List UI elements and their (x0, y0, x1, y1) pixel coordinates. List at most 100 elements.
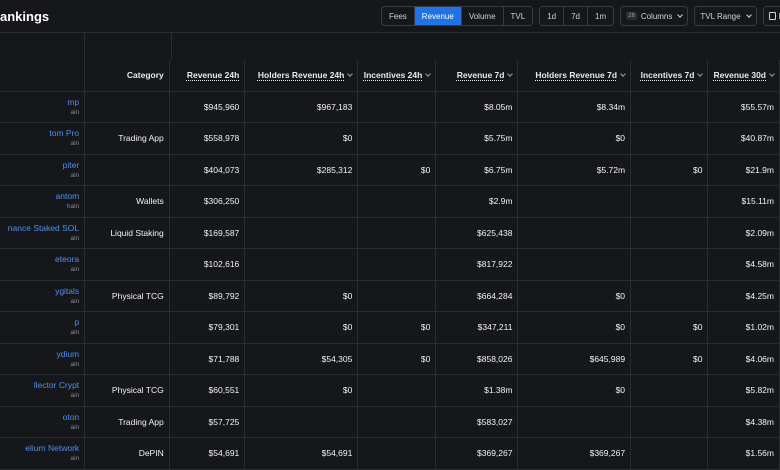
protocol-name-link[interactable]: mp (67, 96, 80, 107)
protocol-cell[interactable]: mp ain (0, 91, 86, 123)
value-cell-inc24 (357, 406, 437, 438)
protocol-chain: ain (70, 297, 80, 305)
value-cell-inc24 (357, 437, 437, 470)
table-row: tom Pro ain Trading App $558,978 $0 $5.75m $0 $… (0, 122, 780, 155)
category-cell[interactable]: Liquid Staking (84, 217, 170, 249)
period-1d[interactable]: 1d (540, 7, 565, 25)
category-cell[interactable]: Wallets (84, 185, 170, 218)
value-cell-rev30: $21.9m (707, 154, 780, 186)
table-row: piter ain $404,073 $285,312 $0 $6.75m $5.72m $0… (0, 154, 780, 186)
chevron-down-icon (697, 71, 704, 78)
value-cell-hold7 (517, 406, 632, 438)
tvl-range-button[interactable]: TVL Range (694, 6, 757, 26)
protocol-cell[interactable]: oton ain (0, 406, 86, 438)
columns-button[interactable]: 26 Columns (620, 6, 689, 26)
protocol-cell[interactable]: ydium ain (0, 343, 86, 375)
value-cell-rev24: $306,250 (169, 185, 246, 218)
protocol-cell[interactable]: p ain (0, 311, 86, 344)
chevron-down-icon (620, 71, 626, 78)
protocol-name-link[interactable]: tom Pro (49, 128, 80, 139)
value-cell-inc7 (630, 437, 709, 470)
protocol-chain: ain (70, 108, 80, 116)
table-row: mp ain $945,960 $967,183 $8.05m $8.34m $55.57m (0, 91, 780, 123)
value-cell-hold24 (244, 248, 359, 281)
category-cell[interactable]: Trading App (84, 122, 170, 155)
tab-tvl[interactable]: TVL (510, 11, 526, 21)
value-cell-inc24: $0 (357, 343, 437, 375)
value-cell-rev24: $558,978 (169, 122, 246, 155)
header-holders-revenue-7d[interactable]: Holders Revenue 7d (517, 60, 632, 92)
value-cell-hold24: $54,305 (244, 343, 359, 375)
value-cell-hold24: $0 (244, 280, 359, 312)
value-cell-hold24 (244, 185, 359, 218)
chevron-down-icon (769, 71, 775, 78)
table-row: p ain $79,301 $0 $0 $347,211 $0 $0 $1.02m (0, 311, 780, 344)
value-cell-rev24: $57,725 (169, 406, 246, 438)
protocol-cell[interactable]: elium Network ain (0, 437, 86, 470)
header-incentives-7d[interactable]: Incentives 7d (630, 60, 709, 92)
download-button[interactable]: D (762, 6, 780, 26)
value-cell-inc24 (357, 185, 437, 218)
category-cell[interactable] (84, 343, 170, 375)
period-7d[interactable]: 7d (564, 7, 588, 25)
value-cell-rev24: $945,960 (169, 91, 246, 123)
value-cell-hold7: $8.34m (517, 91, 632, 123)
period-1m[interactable]: 1m (595, 11, 607, 21)
category-cell[interactable]: DePIN (84, 437, 170, 470)
rankings-table: Category Revenue 24h Holders Revenue 24h… (0, 60, 780, 470)
protocol-chain: ain (70, 360, 80, 368)
tvl-range-label: TVL Range (700, 11, 741, 21)
category-cell[interactable] (84, 91, 170, 123)
value-cell-rev24: $60,551 (169, 374, 246, 407)
category-cell[interactable] (84, 154, 170, 186)
protocol-name-link[interactable]: antom (55, 191, 80, 202)
table-row: ydium ain $71,788 $54,305 $0 $858,026 $645,989… (0, 343, 780, 375)
protocol-name-link[interactable]: elium Network (25, 443, 80, 454)
header-incentives-24h[interactable]: Incentives 24h (357, 60, 437, 92)
protocol-cell[interactable]: llector Crypt ain (0, 374, 86, 407)
table-row: llector Crypt ain Physical TCG $60,551 $0 $1.… (0, 374, 780, 407)
protocol-cell[interactable]: tom Pro ain (0, 122, 86, 155)
tab-fees[interactable]: Fees (382, 7, 415, 25)
value-cell-rev7: $664,284 (435, 280, 519, 312)
protocol-name-link[interactable]: p (74, 317, 80, 328)
header-revenue-30d[interactable]: Revenue 30d (707, 60, 780, 92)
protocol-chain: ain (70, 392, 80, 400)
protocol-name-link[interactable]: eteora (55, 254, 80, 265)
header-category[interactable]: Category (84, 60, 170, 92)
value-cell-rev7: $583,027 (435, 406, 519, 438)
category-cell[interactable]: Trading App (84, 406, 170, 438)
protocol-name-link[interactable]: ydium (56, 348, 80, 359)
category-cell[interactable]: Physical TCG (84, 280, 170, 312)
category-cell[interactable] (84, 311, 170, 344)
protocol-cell[interactable]: eteora ain (0, 248, 86, 281)
table-body: mp ain $945,960 $967,183 $8.05m $8.34m $55.57m… (0, 91, 780, 470)
value-cell-rev30: $40.87m (707, 122, 780, 155)
value-cell-inc24 (357, 122, 437, 155)
value-cell-hold7: $0 (517, 374, 632, 407)
header-holders-revenue-24h[interactable]: Holders Revenue 24h (244, 60, 359, 92)
protocol-name-link[interactable]: nance Staked SOL (7, 222, 80, 233)
download-label: D (779, 12, 780, 21)
tab-revenue[interactable]: Revenue (414, 7, 462, 25)
protocol-name-link[interactable]: piter (62, 159, 80, 170)
value-cell-inc7 (630, 248, 709, 281)
value-cell-hold7: $0 (517, 280, 632, 312)
category-cell[interactable] (84, 248, 170, 281)
header-revenue-24h[interactable]: Revenue 24h (169, 60, 246, 92)
protocol-name-link[interactable]: llector Crypt (33, 380, 80, 391)
value-cell-inc24 (357, 374, 437, 407)
value-cell-inc7 (630, 122, 709, 155)
period-tabs: 1d 7d 1m (539, 6, 615, 26)
protocol-cell[interactable]: antom hain (0, 185, 86, 218)
value-cell-inc7 (630, 217, 709, 249)
protocol-name-link[interactable]: oton (62, 411, 80, 422)
protocol-cell[interactable]: ygitals ain (0, 280, 86, 312)
protocol-cell[interactable]: piter ain (0, 154, 86, 186)
category-cell[interactable]: Physical TCG (84, 374, 170, 407)
tab-volume[interactable]: Volume (462, 7, 504, 25)
protocol-name-link[interactable]: ygitals (55, 285, 80, 296)
protocol-cell[interactable]: nance Staked SOL ain (0, 217, 86, 249)
table-row: antom hain Wallets $306,250 $2.9m $15.11m (0, 185, 780, 218)
header-revenue-7d[interactable]: Revenue 7d (435, 60, 519, 92)
